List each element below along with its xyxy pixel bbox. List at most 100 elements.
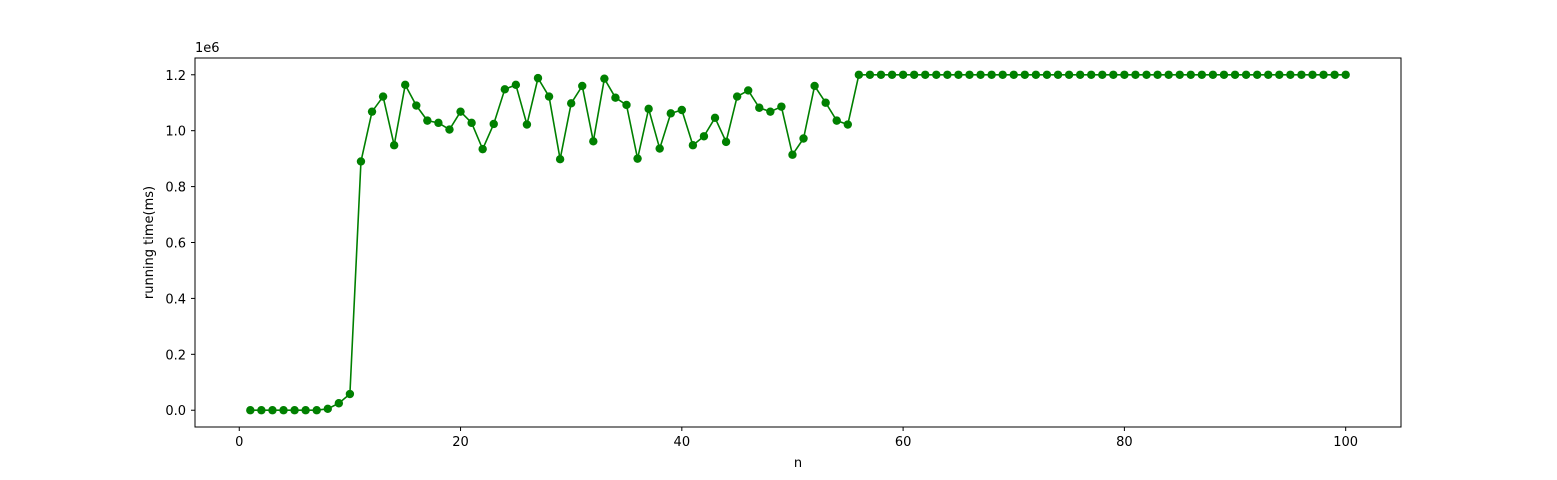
y-tick-label: 0.8 xyxy=(165,181,186,196)
data-point xyxy=(699,132,709,141)
data-point xyxy=(434,118,443,128)
data-point xyxy=(655,144,664,153)
data-point xyxy=(987,70,996,79)
data-point xyxy=(401,80,410,90)
data-point xyxy=(876,70,886,79)
data-point xyxy=(732,92,742,101)
data-point xyxy=(854,70,864,79)
data-point xyxy=(334,399,344,408)
data-point xyxy=(688,141,698,150)
data-point xyxy=(1009,70,1018,79)
data-point xyxy=(865,70,875,79)
data-point xyxy=(1020,70,1030,79)
data-point xyxy=(1164,70,1173,79)
data-point xyxy=(976,70,985,79)
data-point xyxy=(1275,70,1284,79)
data-point xyxy=(367,107,377,116)
data-point xyxy=(1186,70,1195,79)
data-point xyxy=(1219,70,1229,79)
data-point xyxy=(799,134,808,143)
data-point xyxy=(965,70,974,79)
data-point xyxy=(721,137,731,147)
data-point xyxy=(1297,70,1306,79)
data-point xyxy=(566,99,576,108)
data-point xyxy=(832,116,841,125)
data-point xyxy=(998,70,1007,79)
y-axis-offset-label: 1e6 xyxy=(195,41,220,56)
data-point xyxy=(312,406,321,415)
data-point xyxy=(1341,70,1350,79)
data-point xyxy=(600,74,609,83)
y-axis: 0.0 0.2 0.4 0.6 0.8 1.0 1.2 xyxy=(165,69,195,419)
data-point xyxy=(345,389,355,399)
data-point xyxy=(1109,70,1118,79)
data-point xyxy=(1064,70,1074,79)
data-point xyxy=(1308,70,1317,79)
data-point xyxy=(257,406,266,415)
data-point xyxy=(1286,70,1295,79)
data-point xyxy=(301,406,310,415)
data-point xyxy=(821,98,830,107)
data-point xyxy=(1252,70,1262,79)
data-point xyxy=(544,92,554,101)
data-point xyxy=(1319,70,1328,79)
data-point xyxy=(500,85,509,94)
data-point xyxy=(290,406,299,415)
data-point xyxy=(633,154,642,163)
series-line xyxy=(250,73,1346,412)
data-point xyxy=(1175,70,1184,79)
data-point xyxy=(456,107,465,116)
data-point xyxy=(423,116,432,125)
data-point xyxy=(578,81,587,91)
y-tick-label: 0.4 xyxy=(165,292,186,307)
y-axis-label: running time(ms) xyxy=(142,186,157,299)
data-point xyxy=(909,70,919,79)
data-point xyxy=(1031,70,1041,79)
data-point xyxy=(954,70,963,79)
data-point xyxy=(1075,70,1085,79)
data-point xyxy=(323,404,332,414)
data-point xyxy=(489,119,498,129)
data-point xyxy=(1264,70,1273,79)
data-point xyxy=(744,86,753,95)
data-point xyxy=(666,109,675,118)
data-point xyxy=(788,150,797,159)
data-point xyxy=(943,70,952,79)
data-point xyxy=(810,81,819,91)
plot-area xyxy=(246,70,1350,415)
data-point xyxy=(1197,70,1207,79)
data-point xyxy=(1098,70,1107,79)
data-point xyxy=(1142,70,1151,79)
data-point xyxy=(777,102,786,111)
y-tick-label: 0.2 xyxy=(165,348,186,363)
data-point xyxy=(246,406,255,415)
data-point xyxy=(268,406,277,415)
data-point xyxy=(511,80,521,90)
data-point xyxy=(843,120,852,129)
data-point xyxy=(478,144,487,154)
y-tick-label: 0.0 xyxy=(165,404,186,419)
x-axis: 0 20 40 60 80 100 xyxy=(235,427,1358,450)
data-point xyxy=(1208,70,1218,79)
data-point xyxy=(755,103,764,112)
data-point xyxy=(389,141,399,150)
data-point xyxy=(611,93,620,102)
data-point xyxy=(1241,70,1251,79)
x-tick-label: 100 xyxy=(1333,435,1358,450)
data-point xyxy=(932,70,941,79)
data-point xyxy=(445,125,454,134)
data-point xyxy=(710,113,720,123)
data-point xyxy=(522,120,532,129)
data-point xyxy=(766,107,775,116)
data-point xyxy=(1153,70,1162,79)
axes-frame xyxy=(194,57,1402,428)
data-point xyxy=(1087,70,1096,79)
data-point xyxy=(1131,70,1140,79)
data-point xyxy=(677,105,687,115)
x-tick-label: 20 xyxy=(452,435,469,450)
data-point xyxy=(279,406,288,415)
data-point xyxy=(412,101,421,110)
data-point xyxy=(622,100,631,110)
x-tick-label: 40 xyxy=(674,435,691,450)
